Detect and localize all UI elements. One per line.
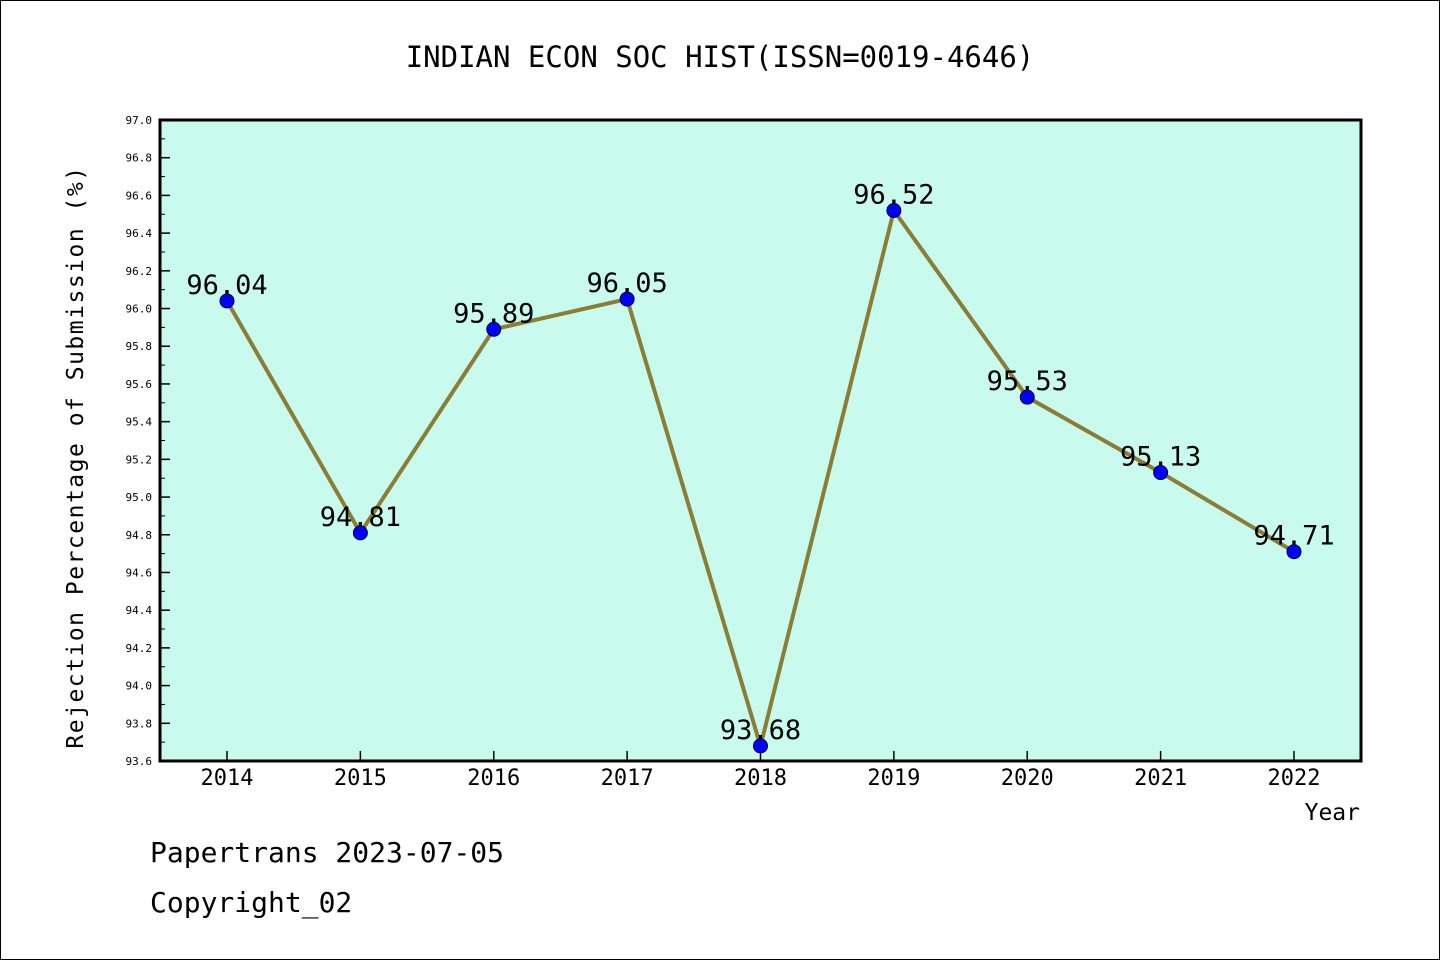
- y-axis-label: Rejection Percentage of Submission (%): [63, 165, 89, 748]
- y-tick-label: 95.2: [126, 453, 153, 466]
- y-tick-label: 95.8: [126, 340, 153, 353]
- data-label: 94.81: [320, 502, 401, 533]
- y-tick-label: 96.8: [126, 152, 153, 165]
- series-markers: [219, 202, 1302, 754]
- y-tick-label: 95.4: [126, 416, 153, 429]
- data-point: [753, 738, 768, 754]
- y-tick-label: 95.6: [126, 378, 153, 391]
- data-label: 95.89: [453, 298, 534, 329]
- y-tick-label: 94.2: [126, 642, 153, 655]
- x-tick-label: 2019: [867, 766, 920, 791]
- chart-title: INDIAN ECON SOC HIST(ISSN=0019-4646): [406, 40, 1035, 74]
- data-point: [486, 321, 502, 337]
- y-tick-label: 94.0: [126, 680, 153, 693]
- data-labels: 96.04 94.81 95.89 96.05 93.68 96.52 95.53 95.13…: [186, 179, 1334, 745]
- x-tick-label: 2020: [1001, 766, 1054, 791]
- x-tick-label: 2016: [467, 766, 520, 791]
- data-label: 95.13: [1120, 442, 1201, 473]
- footer-date: Papertrans 2023-07-05: [150, 836, 505, 869]
- x-tick-label: 2014: [201, 766, 254, 791]
- data-point: [219, 293, 235, 309]
- data-label: 95.53: [987, 366, 1068, 397]
- data-point: [1153, 465, 1169, 481]
- x-tick-label: 2018: [734, 766, 787, 791]
- data-point: [886, 202, 902, 218]
- x-tick-label: 2021: [1134, 766, 1187, 791]
- data-label: 96.04: [186, 270, 267, 301]
- y-tick-label: 93.8: [126, 717, 153, 730]
- y-tick-label: 97.0: [126, 114, 153, 127]
- x-axis-label: Year: [1305, 800, 1360, 826]
- data-label: 93.68: [720, 715, 801, 746]
- footer-copyright: Copyright_02: [150, 886, 353, 919]
- y-tick-label: 94.4: [126, 604, 153, 617]
- data-label: 96.05: [586, 268, 667, 299]
- y-tick-label: 94.8: [126, 529, 153, 542]
- data-point: [1019, 389, 1035, 405]
- data-label: 96.52: [853, 179, 934, 210]
- y-axis: 93.6 93.8 94.0 94.2 94.4 94.6 94.8 95.0 95.2 95.4…: [126, 114, 170, 768]
- y-tick-label: 96.6: [126, 189, 153, 202]
- data-point: [352, 525, 368, 541]
- x-tick-label: 2015: [334, 766, 387, 791]
- x-tick-label: 2022: [1268, 766, 1321, 791]
- data-label: 94.71: [1253, 521, 1334, 552]
- x-axis: 2014 2015 2016 2017 2018 2019 2020 2021 2022: [201, 751, 1321, 791]
- y-tick-label: 94.6: [126, 566, 153, 579]
- y-tick-label: 96.0: [126, 303, 153, 316]
- x-tick-label: 2017: [601, 766, 654, 791]
- plot-area: [158, 118, 1363, 763]
- data-point: [1286, 544, 1302, 560]
- data-point: [619, 291, 635, 307]
- y-tick-label: 96.2: [126, 265, 153, 278]
- y-tick-label: 96.4: [126, 227, 153, 240]
- y-tick-label: 93.6: [126, 755, 153, 768]
- y-tick-label: 95.0: [126, 491, 153, 504]
